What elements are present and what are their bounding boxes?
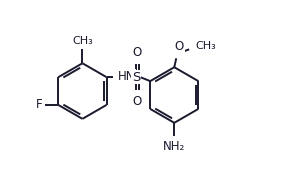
Text: HN: HN (117, 70, 135, 83)
Text: F: F (36, 98, 42, 111)
Text: S: S (132, 71, 141, 84)
Text: O: O (174, 40, 184, 53)
Text: CH₃: CH₃ (195, 41, 216, 51)
Text: O: O (133, 46, 142, 59)
Text: O: O (133, 95, 142, 108)
Text: CH₃: CH₃ (72, 36, 93, 46)
Text: NH₂: NH₂ (163, 140, 185, 153)
